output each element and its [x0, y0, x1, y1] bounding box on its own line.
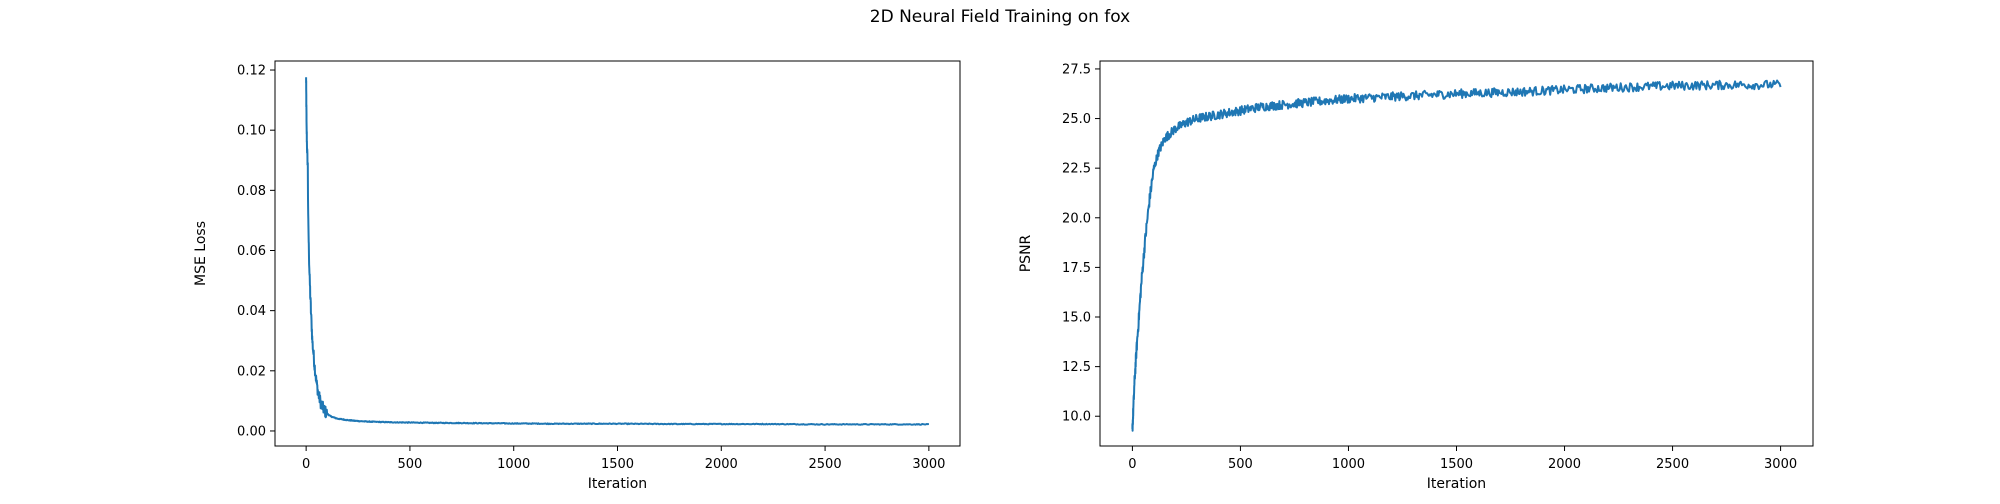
x-tick-label: 1000: [497, 457, 530, 472]
y-tick-label: 0.02: [237, 364, 266, 379]
y-tick-label: 17.5: [1062, 261, 1091, 276]
y-tick-label: 0.12: [237, 64, 266, 79]
x-tick-label: 2000: [705, 457, 738, 472]
series-line: [305, 77, 929, 426]
chart-1: 0 500 1000 1500 2000 2500 3000 0.00 0.02 0.04 0.06…: [193, 60, 961, 492]
x-tick-label: 1000: [1332, 457, 1365, 472]
x-axis-label: Iteration: [1427, 476, 1486, 492]
x-axis-label: Iteration: [588, 476, 647, 492]
y-tick-label: 0.04: [237, 304, 266, 319]
x-tick-label: 3000: [912, 457, 945, 472]
y-tick-label: 22.5: [1062, 162, 1091, 177]
y-axis-label: PSNR: [1018, 234, 1034, 272]
y-tick-label: 10.0: [1062, 410, 1091, 425]
chart-2: 0 500 1000 1500 2000 2500 3000 10.0 12.5 15.0 17.5…: [1018, 60, 1814, 492]
plot-area-frame: [274, 60, 961, 447]
y-tick-label: 15.0: [1062, 311, 1091, 326]
x-tick-label: 3000: [1764, 457, 1797, 472]
x-tick-label: 0: [1128, 457, 1136, 472]
y-tick-label: 0.06: [237, 244, 266, 259]
x-tick-label: 2000: [1548, 457, 1581, 472]
x-tick-label: 1500: [1440, 457, 1473, 472]
series-line: [1131, 79, 1782, 432]
y-tick-label: 0.08: [237, 184, 266, 199]
x-tick-label: 0: [302, 457, 310, 472]
x-tick-label: 2500: [1656, 457, 1689, 472]
y-axis-label: MSE Loss: [193, 221, 209, 286]
x-tick-label: 500: [1228, 457, 1253, 472]
y-tick-label: 0.00: [237, 424, 266, 439]
y-tick-label: 25.0: [1062, 112, 1091, 127]
y-tick-label: 12.5: [1062, 360, 1091, 375]
figure-title: 2D Neural Field Training on fox: [869, 7, 1131, 27]
y-tick-label: 27.5: [1062, 62, 1091, 77]
x-tick-label: 2500: [809, 457, 842, 472]
x-tick-label: 1500: [601, 457, 634, 472]
y-tick-label: 20.0: [1062, 211, 1091, 226]
x-tick-label: 500: [398, 457, 423, 472]
y-tick-label: 0.10: [237, 124, 266, 139]
